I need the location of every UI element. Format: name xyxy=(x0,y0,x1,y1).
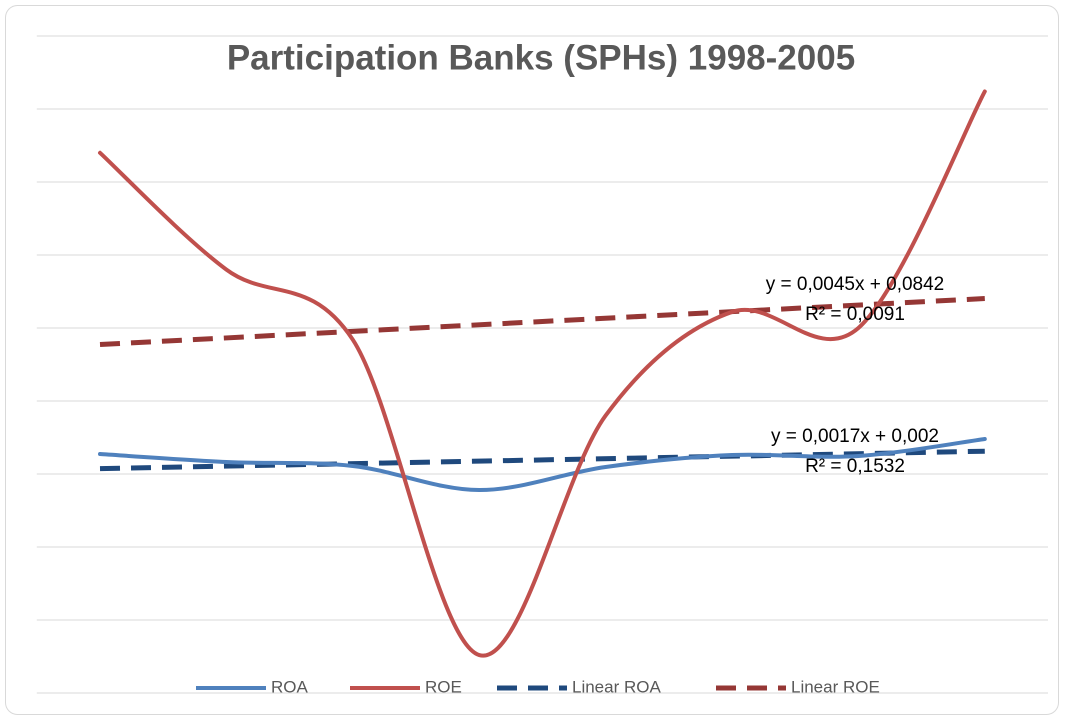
chart-title: Participation Banks (SPHs) 1998-2005 xyxy=(227,38,855,77)
trendline-r2: R² = 0,1532 xyxy=(805,456,905,477)
trendline xyxy=(99,296,985,347)
legend-label: Linear ROE xyxy=(791,677,880,696)
legend-label: ROE xyxy=(425,677,462,696)
legend-label: ROA xyxy=(271,677,309,696)
trendline-r2: R² = 0,0091 xyxy=(805,304,905,325)
series-line xyxy=(98,89,987,658)
series-line xyxy=(98,436,987,493)
trendline-equation: y = 0,0045x + 0,0842 xyxy=(766,274,945,295)
trendline-equation: y = 0,0017x + 0,002 xyxy=(771,426,939,447)
trendline xyxy=(99,448,985,472)
legend-label: Linear ROA xyxy=(572,677,661,696)
chart-border xyxy=(5,5,1059,715)
